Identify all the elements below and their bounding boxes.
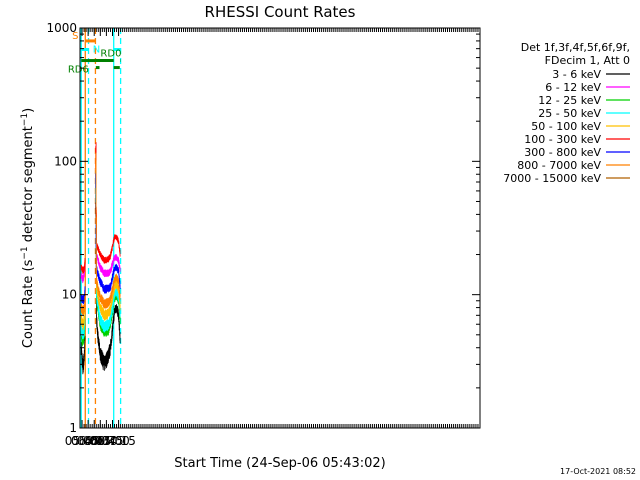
legend-label: 800 - 7000 keV [517,159,601,172]
legend-label: 50 - 100 keV [531,120,601,133]
y-axis-label-exponent: −1 [20,246,30,259]
series-line [80,142,121,274]
x-tick-label: 05:45 [65,434,100,448]
y-axis-label-exponent: −1 [20,113,30,126]
orbit-flag-label: N [93,44,100,55]
x-tick-label: 06:00 [71,434,106,448]
x-tick-label: 07:15 [101,434,136,448]
legend-label: 3 - 6 keV [552,68,601,81]
x-tick-label: 06:30 [83,434,118,448]
orbit-flag-label: RD0 [100,49,121,60]
y-axis-label-part: detector segment [21,126,36,246]
legend-label: 7000 - 15000 keV [503,172,601,185]
chart-title: RHESSI Count Rates [205,3,356,21]
legend-label: 100 - 300 keV [524,133,601,146]
series-line [80,172,121,305]
series-line [80,192,121,375]
legend-header-line-2: FDecim 1, Att 0 [545,54,630,67]
x-tick-label: 06:15 [77,434,112,448]
legend-label: 300 - 800 keV [524,146,601,159]
axes: 1 10 100 1000 05:4506:0006:1506:3006:4507:00… [46,21,481,448]
series-line [80,160,121,284]
plot-area: S N RD0 RD6 [68,28,121,428]
y-tick-label: 1000 [46,21,77,35]
x-axis-label: Start Time (24-Sep-06 05:43:02) [174,456,385,471]
footer-timestamp: 17-Oct-2021 08:52 [560,467,636,476]
y-axis-label-part: ) [21,108,36,113]
plot-frame [79,27,481,429]
legend-label: 6 - 12 keV [545,81,601,94]
orbit-flag-label: S [72,31,78,42]
x-tick-label: 06:45 [89,434,124,448]
series-line [80,151,121,331]
y-tick-label: 10 [62,288,77,302]
orbit-flag-label: RD6 [68,65,89,76]
y-axis-label: Count Rate (s−1 detector segment−1) [20,108,36,348]
legend-label: 12 - 25 keV [538,94,601,107]
y-axis-label-part: Count Rate (s [21,259,36,348]
y-tick-label: 100 [54,154,77,168]
legend-header-line-1: Det 1f,3f,4f,5f,6f,9f, [521,41,630,54]
y-tick-label: 1 [69,421,77,435]
x-tick-label: 07:00 [95,434,130,448]
legend-label: 25 - 50 keV [538,107,601,120]
